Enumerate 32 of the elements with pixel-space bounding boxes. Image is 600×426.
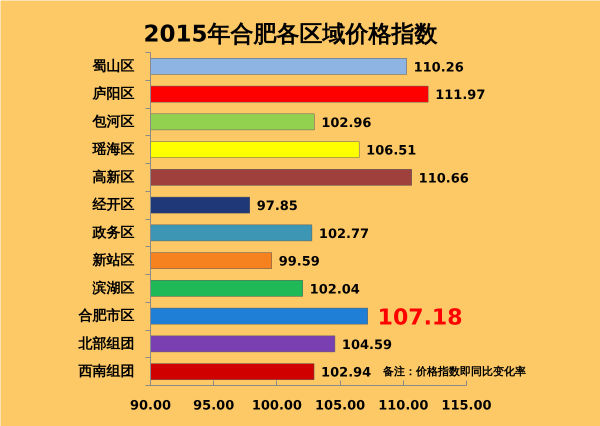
data-label: 99.59 — [278, 254, 320, 270]
y-tick-label: 庐阳区 — [92, 85, 134, 102]
annotation: 107.18 — [378, 306, 463, 331]
x-tick-label: 110.00 — [378, 398, 428, 414]
data-label: 97.85 — [256, 199, 298, 214]
data-label: 110.66 — [418, 171, 469, 186]
data-label: 106.51 — [366, 144, 416, 159]
y-tick-label: 经开区 — [92, 197, 134, 214]
data-label: 102.77 — [318, 226, 370, 242]
x-tick-label: 115.00 — [441, 398, 492, 414]
y-tick-label: 滨湖区 — [92, 279, 134, 296]
y-tick-label: 新站区 — [92, 252, 134, 269]
y-tick-label: 合肥市区 — [78, 307, 134, 324]
data-label: 110.26 — [414, 60, 464, 76]
y-tick-label: 蜀山区 — [92, 58, 134, 74]
y-tick-label: 瑶海区 — [92, 142, 134, 158]
x-tick-label: 95.00 — [193, 398, 234, 414]
data-label: 102.96 — [321, 116, 372, 131]
data-label: 104.59 — [342, 338, 392, 353]
y-tick-label: 西南组团 — [78, 364, 134, 380]
chart-title: 2015年合肥各区域价格指数 — [144, 22, 439, 48]
y-tick-label: 政务区 — [92, 224, 134, 241]
data-label: 111.97 — [435, 88, 486, 104]
x-tick-label: 100.00 — [252, 398, 302, 414]
annotation: 备注：价格指数即同比变化率 — [382, 365, 526, 378]
y-tick-label: 北部组团 — [78, 334, 134, 352]
y-tick-label: 包河区 — [92, 114, 134, 130]
x-tick-label: 90.00 — [130, 398, 172, 414]
data-label: 102.94 — [321, 366, 372, 381]
x-tick-label: 105.00 — [315, 398, 366, 414]
y-tick-label: 高新区 — [92, 168, 134, 186]
data-label: 102.04 — [310, 282, 360, 298]
